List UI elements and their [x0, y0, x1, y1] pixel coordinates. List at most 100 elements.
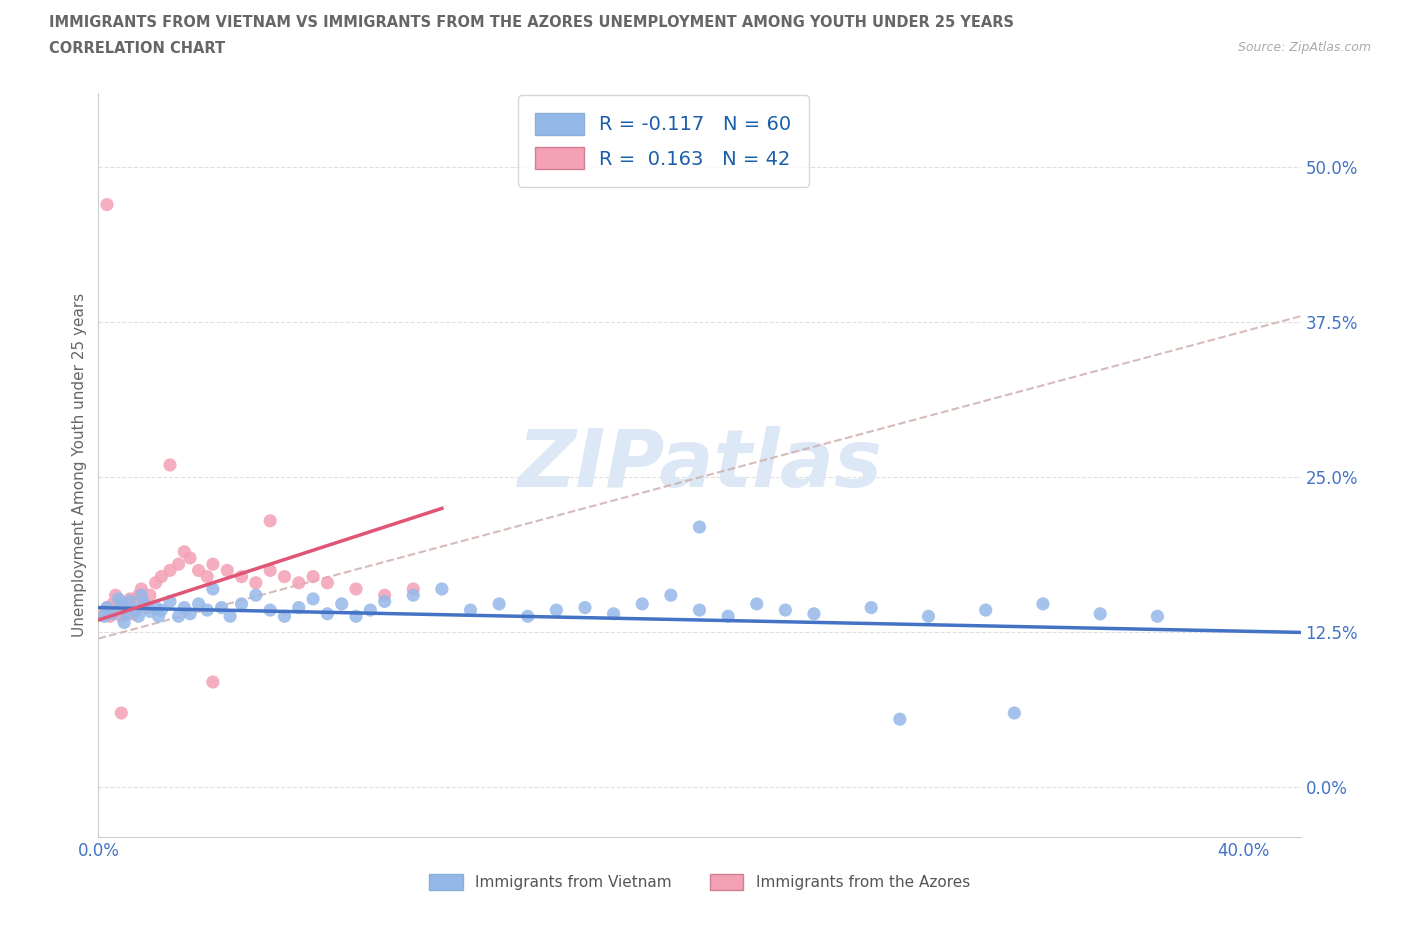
Point [107, 603, 129, 618]
Point [139, 588, 162, 603]
Point [574, 600, 596, 615]
Point [159, 458, 181, 472]
Point [128, 588, 150, 603]
Point [374, 594, 396, 609]
Point [115, 596, 138, 611]
Point [316, 606, 339, 621]
Point [136, 600, 159, 615]
Point [402, 588, 425, 603]
Point [101, 596, 124, 611]
Point [717, 609, 740, 624]
Point [302, 591, 325, 606]
Point [201, 581, 224, 596]
Text: Source: ZipAtlas.com: Source: ZipAtlas.com [1237, 41, 1371, 54]
Point [179, 551, 201, 565]
Point [488, 596, 510, 611]
Text: IMMIGRANTS FROM VIETNAM VS IMMIGRANTS FROM THE AZORES UNEMPLOYMENT AMONG YOUTH U: IMMIGRANTS FROM VIETNAM VS IMMIGRANTS FR… [49, 15, 1014, 30]
Point [344, 581, 367, 596]
Point [112, 615, 135, 630]
Point [93, 606, 115, 621]
Point [173, 600, 195, 615]
Point [101, 606, 124, 621]
Point [602, 606, 624, 621]
Point [96, 197, 118, 212]
Point [430, 581, 453, 596]
Point [1002, 706, 1025, 721]
Point [688, 603, 710, 618]
Point [107, 591, 129, 606]
Point [1146, 609, 1168, 624]
Point [803, 606, 825, 621]
Point [546, 603, 568, 618]
Point [259, 603, 281, 618]
Point [118, 591, 141, 606]
Point [231, 569, 253, 584]
Point [287, 576, 309, 591]
Y-axis label: Unemployment Among Youth under 25 years: Unemployment Among Youth under 25 years [72, 293, 87, 637]
Point [1032, 596, 1054, 611]
Point [98, 609, 121, 624]
Point [245, 576, 267, 591]
Point [134, 596, 156, 611]
Point [1088, 606, 1111, 621]
Point [167, 557, 190, 572]
Point [179, 606, 201, 621]
Point [148, 609, 170, 624]
Legend: Immigrants from Vietnam, Immigrants from the Azores: Immigrants from Vietnam, Immigrants from… [423, 868, 976, 897]
Point [110, 596, 132, 611]
Point [134, 596, 156, 611]
Point [974, 603, 997, 618]
Point [860, 600, 883, 615]
Point [659, 588, 682, 603]
Point [131, 581, 153, 596]
Point [128, 609, 150, 624]
Point [889, 711, 911, 726]
Point [273, 569, 295, 584]
Point [259, 563, 281, 578]
Point [150, 603, 173, 618]
Point [112, 600, 135, 615]
Point [145, 600, 167, 615]
Point [187, 596, 209, 611]
Point [121, 606, 143, 621]
Point [118, 594, 141, 609]
Point [93, 609, 115, 624]
Point [917, 609, 939, 624]
Point [516, 609, 538, 624]
Point [110, 706, 132, 721]
Point [302, 569, 325, 584]
Point [96, 600, 118, 615]
Point [124, 596, 146, 611]
Point [145, 576, 167, 591]
Point [187, 563, 209, 578]
Point [124, 603, 146, 618]
Point [131, 588, 153, 603]
Point [201, 674, 224, 689]
Point [195, 569, 218, 584]
Point [104, 588, 127, 603]
Point [330, 596, 353, 611]
Point [219, 609, 242, 624]
Point [150, 569, 173, 584]
Point [195, 603, 218, 618]
Point [344, 609, 367, 624]
Point [211, 600, 233, 615]
Point [217, 563, 239, 578]
Text: CORRELATION CHART: CORRELATION CHART [49, 41, 225, 56]
Point [231, 596, 253, 611]
Point [139, 604, 162, 618]
Point [115, 606, 138, 621]
Point [273, 609, 295, 624]
Point [316, 576, 339, 591]
Point [159, 563, 181, 578]
Point [167, 609, 190, 624]
Point [96, 600, 118, 615]
Point [245, 588, 267, 603]
Point [402, 581, 425, 596]
Point [775, 603, 797, 618]
Point [460, 603, 482, 618]
Text: ZIPatlas: ZIPatlas [517, 426, 882, 504]
Point [201, 557, 224, 572]
Point [159, 594, 181, 609]
Point [359, 603, 381, 618]
